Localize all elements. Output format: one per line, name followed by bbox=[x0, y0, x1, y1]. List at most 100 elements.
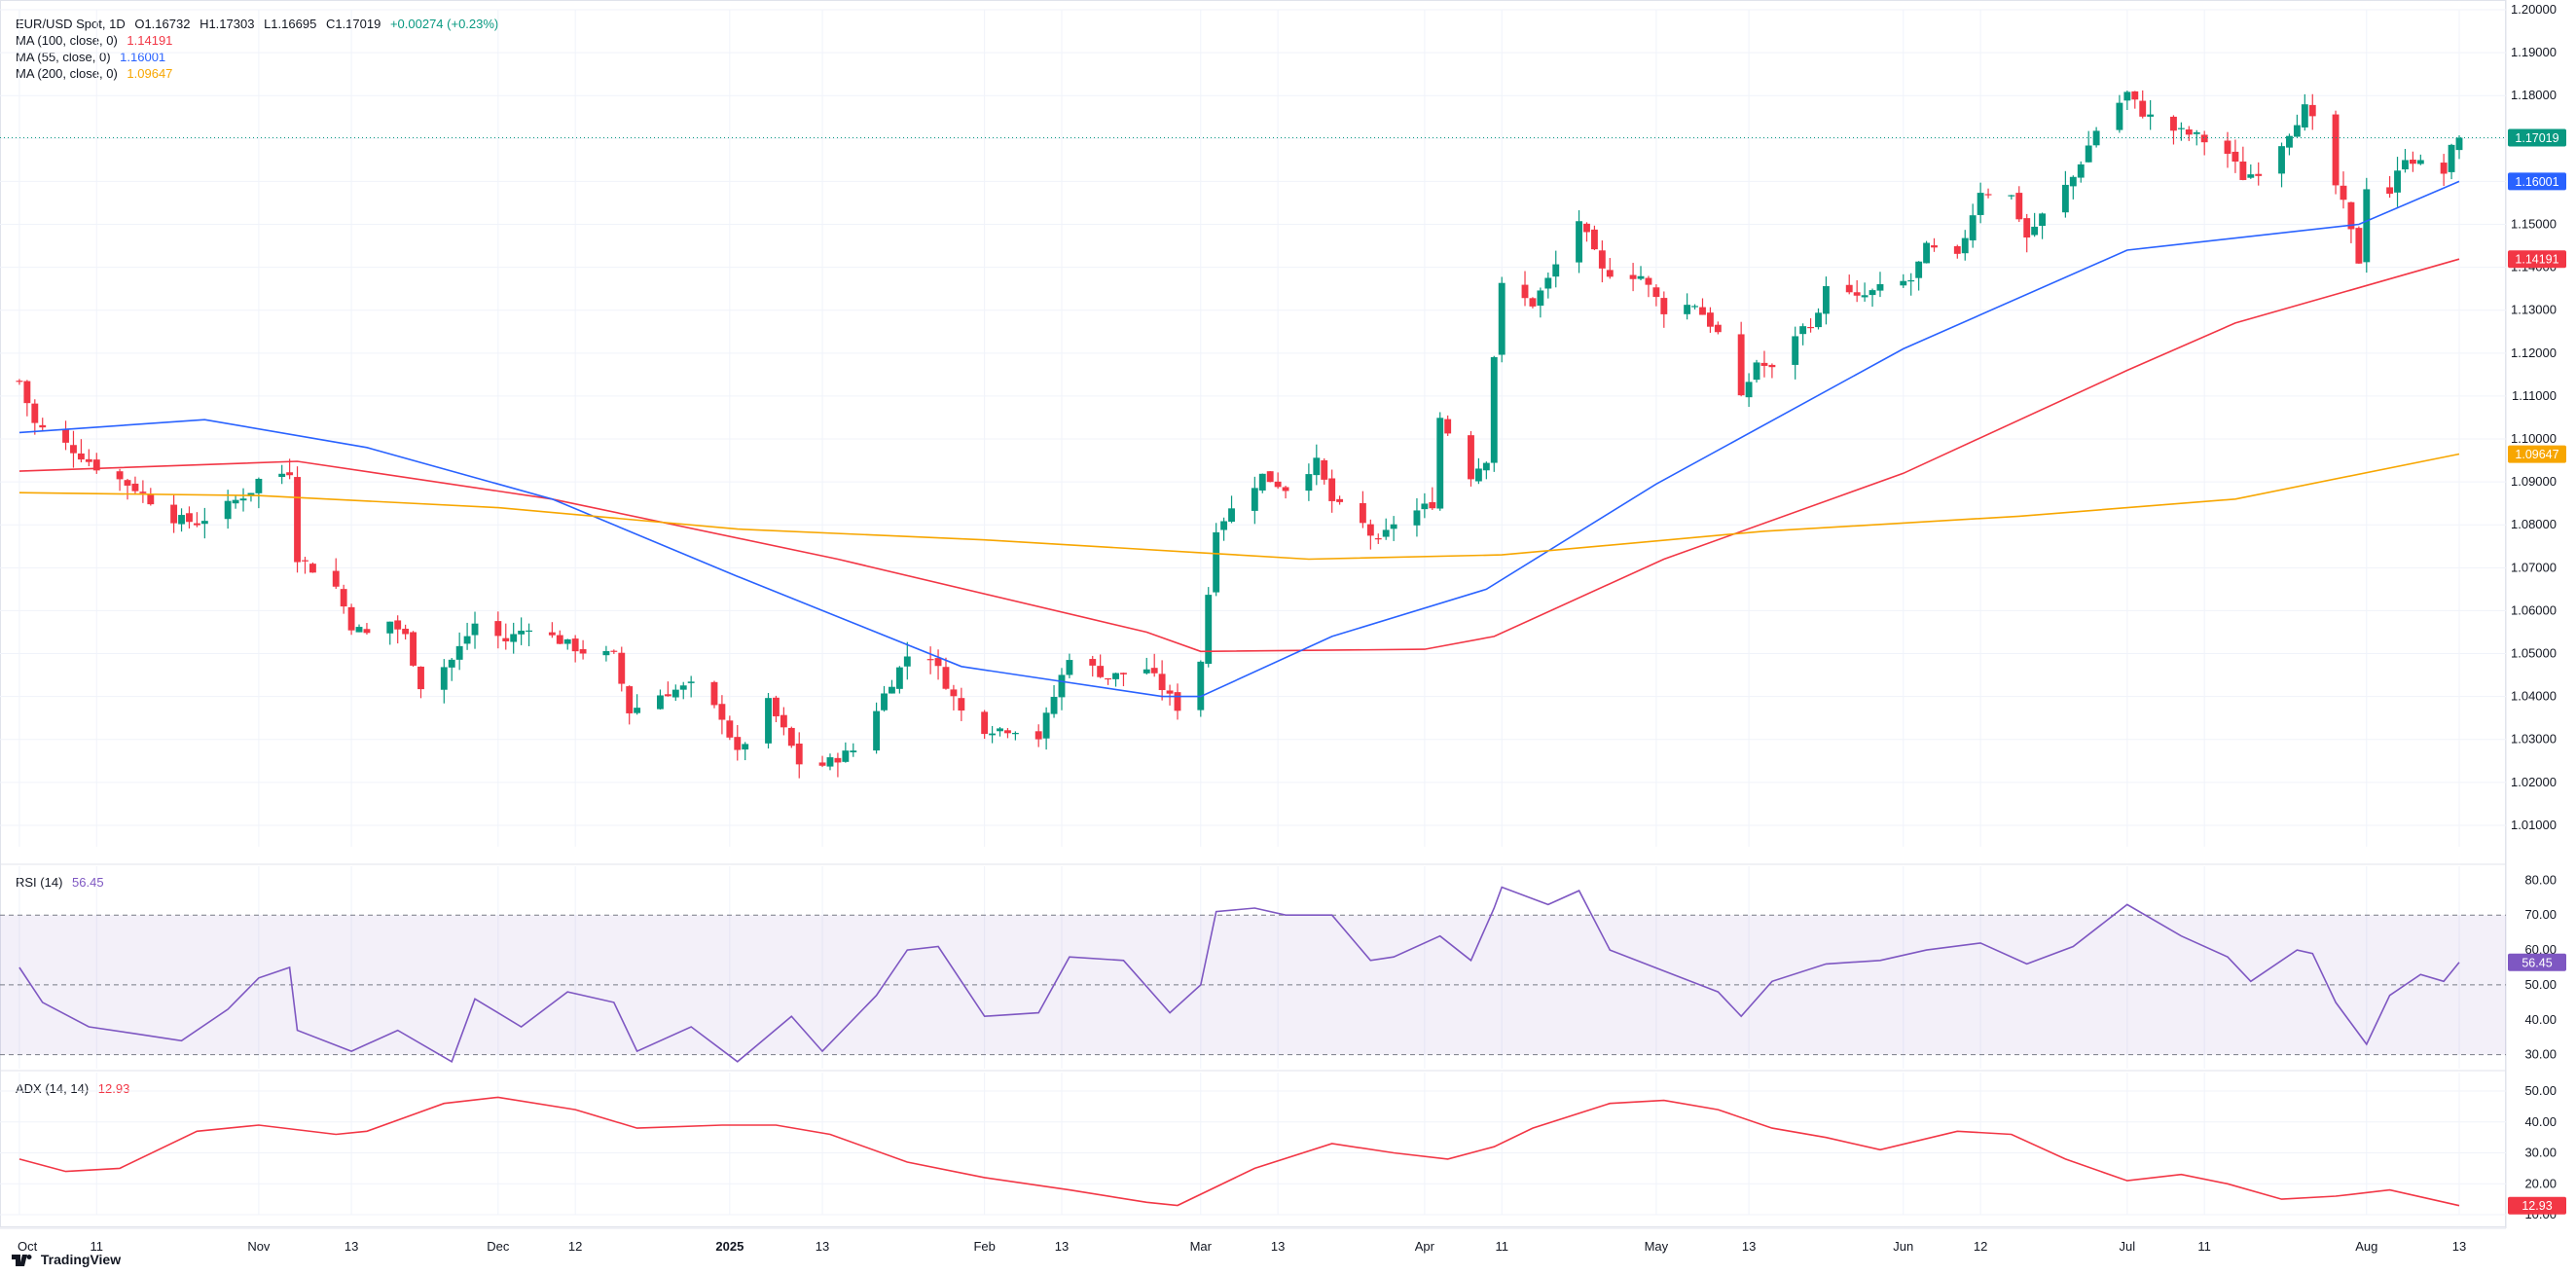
candle-down bbox=[579, 648, 587, 654]
time-axis-label: 13 bbox=[1055, 1239, 1069, 1254]
candle-up bbox=[1490, 356, 1498, 463]
candle-down bbox=[1174, 692, 1181, 711]
candle-up bbox=[2085, 145, 2092, 163]
symbol-header: EUR/USD Spot, 1D O1.16732 H1.17303 L1.16… bbox=[16, 17, 504, 31]
candle-up bbox=[1050, 697, 1058, 714]
candle-down bbox=[1699, 307, 1706, 315]
candle-down bbox=[834, 757, 842, 763]
candle-up bbox=[1923, 242, 1931, 264]
candle-up bbox=[1228, 508, 1235, 523]
price-axis-label: 1.03000 bbox=[2511, 732, 2557, 747]
high-value: H1.17303 bbox=[200, 17, 255, 31]
open-value: O1.16732 bbox=[134, 17, 191, 31]
candle-up bbox=[2069, 176, 2077, 187]
candle-up bbox=[1498, 282, 1506, 355]
candle-down bbox=[2239, 161, 2247, 180]
candle-up bbox=[448, 659, 455, 668]
rsi-label: RSI (14) bbox=[16, 875, 63, 890]
candle-down bbox=[1336, 498, 1344, 502]
candle-down bbox=[2340, 185, 2347, 200]
price-axis-label: 1.20000 bbox=[2511, 2, 2557, 17]
rsi-legend[interactable]: RSI (14) 56.45 bbox=[16, 875, 110, 890]
candle-up bbox=[1915, 261, 1923, 278]
rsi-axis-label: 60.00 bbox=[2524, 942, 2557, 957]
ma55-label: MA (55, close, 0) bbox=[16, 50, 111, 64]
candle-up bbox=[178, 515, 185, 525]
adx-legend[interactable]: ADX (14, 14) 12.93 bbox=[16, 1081, 135, 1096]
candle-down bbox=[394, 620, 402, 630]
candle-down bbox=[926, 659, 934, 661]
candle-down bbox=[1166, 690, 1174, 694]
price-axis-label: 1.11000 bbox=[2512, 388, 2557, 403]
candle-down bbox=[1845, 284, 1853, 293]
candle-up bbox=[1753, 362, 1760, 381]
candle-up bbox=[1684, 305, 1691, 314]
symbol-name[interactable]: EUR/USD Spot, 1D bbox=[16, 17, 126, 31]
candle-down bbox=[340, 589, 347, 607]
ma200-label: MA (200, close, 0) bbox=[16, 66, 118, 81]
price-axis-label: 1.06000 bbox=[2511, 602, 2557, 617]
candle-up bbox=[881, 693, 888, 710]
candle-up bbox=[1112, 673, 1119, 679]
candle-down bbox=[950, 689, 958, 697]
adx-axis-label: 50.00 bbox=[2524, 1083, 2557, 1098]
rsi-axis-label: 40.00 bbox=[2524, 1012, 2557, 1027]
candle-up bbox=[1421, 503, 1429, 510]
candle-down bbox=[1629, 274, 1637, 279]
candle-down bbox=[77, 453, 85, 460]
change-value: +0.00274 (+0.23%) bbox=[389, 17, 499, 31]
candle-up bbox=[1537, 290, 1544, 307]
candle-down bbox=[62, 428, 69, 443]
candle-up bbox=[1745, 382, 1753, 398]
candle-down bbox=[2386, 187, 2394, 195]
candle-up bbox=[1869, 290, 1876, 296]
candle-up bbox=[526, 630, 532, 633]
candle-up bbox=[2448, 144, 2455, 172]
rsi-axis-label: 50.00 bbox=[2524, 977, 2557, 992]
candle-down bbox=[1105, 677, 1112, 680]
ma200-legend[interactable]: MA (200, close, 0) 1.09647 bbox=[16, 66, 178, 81]
candle-down bbox=[85, 458, 92, 462]
tradingview-icon bbox=[12, 1255, 32, 1267]
adx-axis-label: 30.00 bbox=[2524, 1146, 2557, 1160]
candle-up bbox=[989, 733, 997, 736]
candle-down bbox=[1266, 471, 1274, 483]
candle-up bbox=[2278, 146, 2285, 174]
candle-down bbox=[734, 737, 742, 750]
time-axis-label: 12 bbox=[568, 1239, 582, 1254]
candle-up bbox=[2077, 164, 2085, 178]
candle-down bbox=[2170, 116, 2177, 131]
candle-down bbox=[2440, 163, 2448, 174]
price-axis-label: 1.09000 bbox=[2511, 474, 2557, 489]
tradingview-logo[interactable]: TradingView bbox=[12, 1252, 121, 1267]
candle-up bbox=[1205, 595, 1213, 665]
candle-up bbox=[1382, 529, 1390, 537]
adx-value-tag-bg bbox=[2508, 1196, 2566, 1215]
candle-down bbox=[1606, 270, 1614, 277]
time-axis-label: 13 bbox=[1742, 1239, 1756, 1254]
candle-up bbox=[1390, 524, 1397, 529]
ma55-legend[interactable]: MA (55, close, 0) 1.16001 bbox=[16, 50, 171, 64]
candle-up bbox=[1305, 474, 1313, 492]
ma100-legend[interactable]: MA (100, close, 0) 1.14191 bbox=[16, 33, 178, 48]
candle-up bbox=[1258, 473, 1266, 491]
candle-up bbox=[255, 478, 263, 493]
candle-up bbox=[1961, 237, 1969, 254]
time-axis-label: Oct bbox=[18, 1239, 38, 1254]
adx-value: 12.93 bbox=[97, 1081, 130, 1096]
candle-down bbox=[39, 424, 47, 428]
rsi-axis-label: 70.00 bbox=[2524, 907, 2557, 922]
candle-down bbox=[2185, 129, 2193, 135]
candle-down bbox=[1737, 334, 1745, 396]
candle-down bbox=[626, 686, 634, 713]
candle-up bbox=[997, 728, 1003, 732]
candle-down bbox=[1158, 674, 1166, 691]
candle-up bbox=[1861, 295, 1869, 298]
rsi-value: 56.45 bbox=[72, 875, 104, 890]
candle-down bbox=[710, 681, 718, 706]
candle-up bbox=[1413, 510, 1421, 526]
candle-down bbox=[186, 513, 193, 523]
candle-down bbox=[124, 480, 131, 486]
candle-down bbox=[2200, 134, 2208, 143]
